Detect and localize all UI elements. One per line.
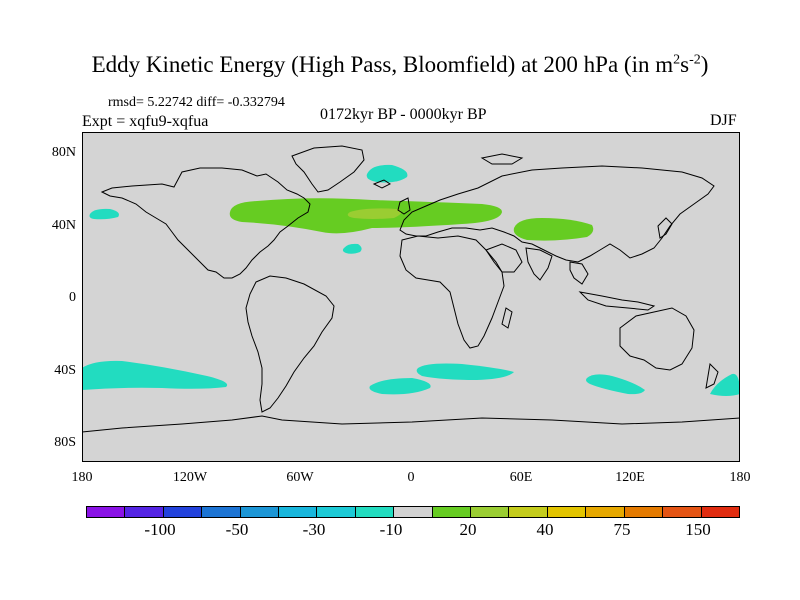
figure-title: Eddy Kinetic Energy (High Pass, Bloomfie… xyxy=(91,52,709,77)
lon-label-180w: 180 xyxy=(71,470,93,485)
colorbar-box xyxy=(471,507,510,517)
colorbar-label-20: 20 xyxy=(459,520,477,539)
colorbar-box xyxy=(624,507,664,517)
anomaly-subtropical-atlantic xyxy=(342,243,362,254)
lon-label-120w: 120W xyxy=(172,470,208,485)
coast-arabia xyxy=(485,243,523,273)
coast-greenland xyxy=(291,145,365,193)
coast-siberian-islands xyxy=(480,153,524,165)
lon-label-180e: 180 xyxy=(729,470,751,485)
coast-iceland xyxy=(372,179,391,189)
colorbar-label-75: 75 xyxy=(613,520,631,539)
experiment-label: Expt = xqfu9-xqfua xyxy=(82,113,209,130)
coast-japan xyxy=(657,217,673,239)
colorbar-box xyxy=(547,507,587,517)
rmsd-diff-text: rmsd= 5.22742 diff= -0.332794 xyxy=(108,95,285,110)
colorbar xyxy=(86,506,740,518)
lat-label-40n: 40N xyxy=(51,218,76,233)
map-background xyxy=(82,132,740,462)
colorbar-box xyxy=(701,507,739,517)
coast-southeast-asia xyxy=(569,261,589,285)
period-label: 0172kyr BP - 0000kyr BP xyxy=(320,106,487,123)
coast-india xyxy=(525,247,553,281)
anomaly-southeast-indian xyxy=(586,374,645,395)
anomaly-asian-jet xyxy=(513,218,594,241)
anomaly-south-indian xyxy=(416,363,514,380)
coast-antarctica xyxy=(82,415,740,433)
coast-madagascar xyxy=(501,307,513,329)
lon-label-60w: 60W xyxy=(286,470,314,485)
coast-indonesia xyxy=(578,291,656,311)
coast-australia xyxy=(619,307,695,371)
anomaly-south-pacific xyxy=(82,360,228,390)
colorbar-label-150: 150 xyxy=(685,520,711,539)
colorbar-box xyxy=(163,507,203,517)
lat-label-40s: 40S xyxy=(54,363,76,378)
lon-label-60e: 60E xyxy=(509,470,533,485)
anomaly-north-atlantic-core xyxy=(347,208,402,219)
colorbar-box xyxy=(432,507,472,517)
lat-label-80s: 80S xyxy=(54,435,76,450)
lat-label-0: 0 xyxy=(69,290,76,305)
colorbar-box xyxy=(202,507,241,517)
colorbar-box xyxy=(394,507,433,517)
colorbar-label-minus100: -100 xyxy=(144,520,176,539)
colorbar-box xyxy=(355,507,395,517)
anomaly-greenland-sea xyxy=(366,164,408,183)
coast-south-america xyxy=(245,275,335,413)
coast-europe-asia xyxy=(399,165,715,263)
colorbar-box xyxy=(663,507,702,517)
coast-north-america xyxy=(100,167,311,279)
map-frame xyxy=(82,132,740,462)
colorbar-label-minus30: -30 xyxy=(302,520,326,539)
lon-label-0: 0 xyxy=(407,470,415,485)
colorbar-box xyxy=(125,507,164,517)
colorbar-box xyxy=(586,507,625,517)
world-map xyxy=(82,132,740,462)
colorbar-label-minus10: -10 xyxy=(379,520,403,539)
colorbar-box xyxy=(279,507,318,517)
anomaly-north-pacific-west xyxy=(89,208,119,220)
lat-label-80n: 80N xyxy=(51,145,76,160)
anomaly-tasman-sea xyxy=(710,373,740,396)
colorbar-label-40: 40 xyxy=(536,520,554,539)
lon-label-120e: 120E xyxy=(615,470,645,485)
coast-new-zealand xyxy=(705,362,719,389)
anomaly-south-atlantic xyxy=(369,378,431,395)
coastlines xyxy=(82,145,740,433)
colorbar-box xyxy=(240,507,280,517)
coast-africa xyxy=(399,235,505,349)
coast-british-isles xyxy=(397,197,411,215)
colorbar-label-minus50: -50 xyxy=(225,520,249,539)
colorbar-box xyxy=(509,507,548,517)
season-label: DJF xyxy=(710,112,737,129)
colorbar-box xyxy=(317,507,356,517)
colorbar-box xyxy=(87,507,126,517)
anomaly-fields xyxy=(82,164,740,396)
